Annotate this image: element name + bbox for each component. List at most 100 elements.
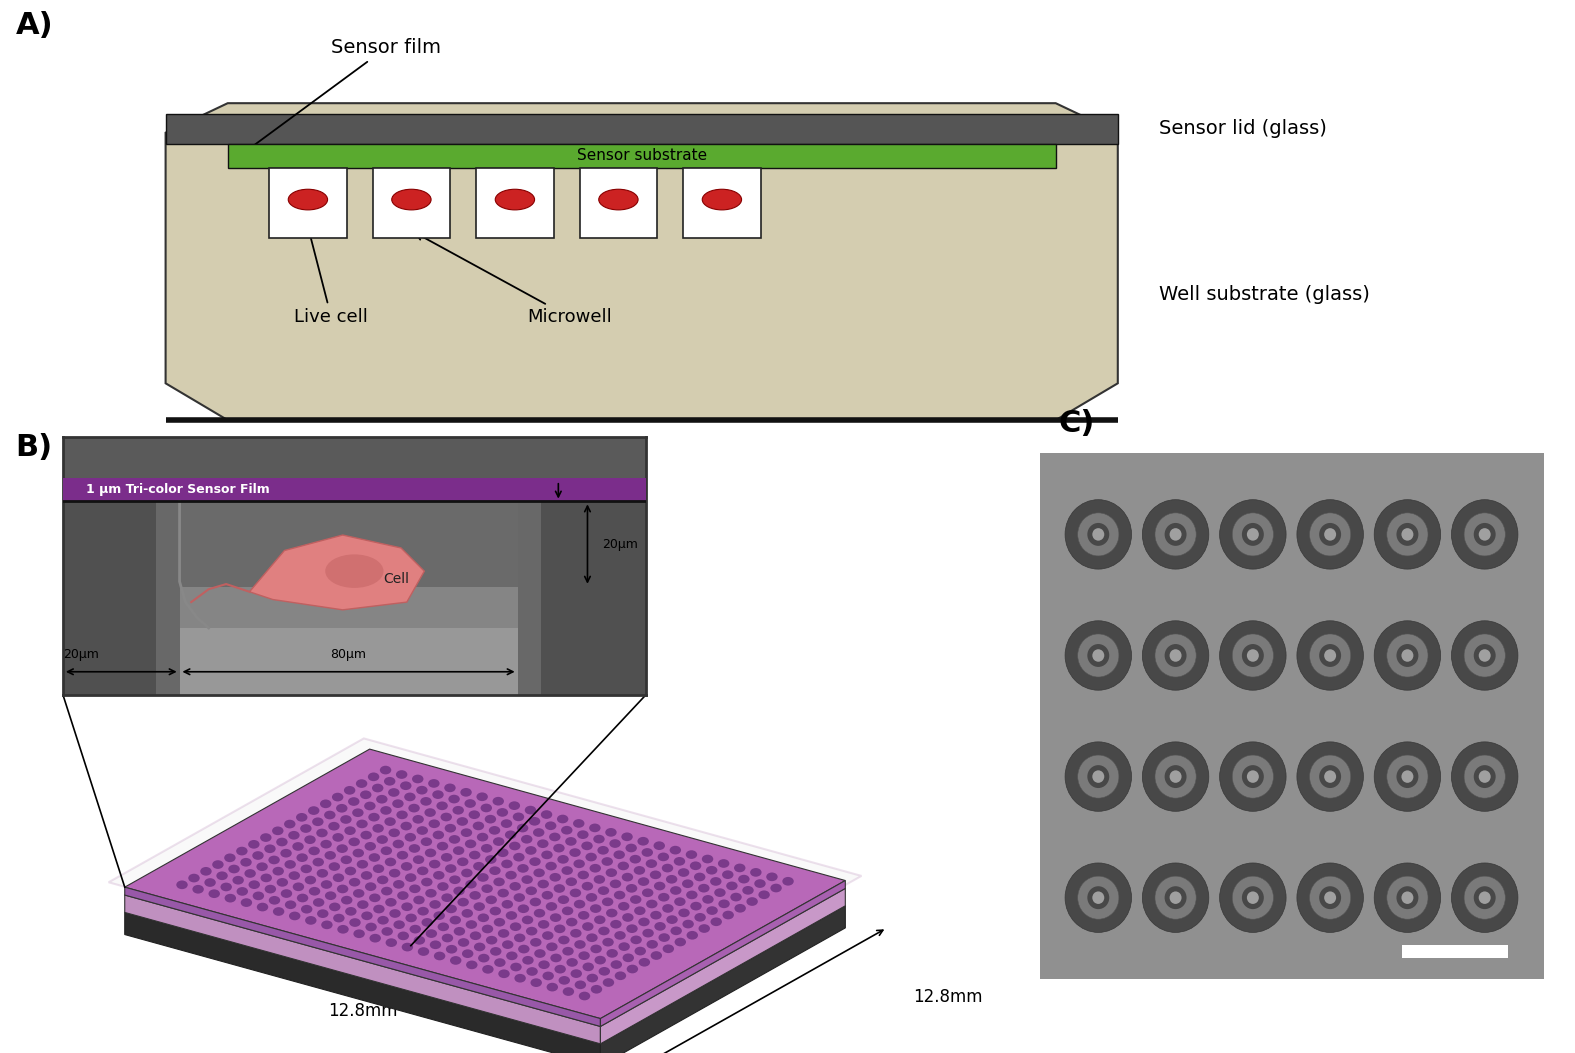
Circle shape [554,925,565,933]
Circle shape [320,799,331,808]
Circle shape [617,902,630,911]
Circle shape [610,839,621,848]
Circle shape [384,817,395,826]
Circle shape [369,894,381,902]
Circle shape [389,869,400,877]
Circle shape [444,823,457,833]
Circle shape [384,777,395,786]
Circle shape [542,931,553,940]
Circle shape [449,875,460,885]
Circle shape [353,889,364,898]
Circle shape [1402,529,1413,540]
Circle shape [490,907,501,915]
Circle shape [428,779,439,788]
Circle shape [1320,887,1340,909]
Circle shape [570,929,581,937]
Circle shape [610,879,621,889]
Circle shape [1474,523,1496,545]
Circle shape [422,918,433,927]
Circle shape [540,810,553,819]
Circle shape [1309,755,1351,798]
Circle shape [408,803,421,813]
Circle shape [654,922,666,931]
Circle shape [1247,529,1258,540]
Circle shape [529,817,540,826]
Circle shape [361,791,372,799]
Circle shape [1232,634,1274,677]
Circle shape [547,982,558,992]
Circle shape [1388,876,1429,919]
Circle shape [410,925,421,933]
Circle shape [304,835,315,845]
Circle shape [428,819,439,828]
Circle shape [432,791,444,799]
Circle shape [378,916,389,925]
Circle shape [394,880,405,889]
Circle shape [425,889,436,897]
Circle shape [312,817,323,827]
Circle shape [421,837,432,846]
Circle shape [1170,771,1181,782]
Circle shape [466,920,477,929]
Polygon shape [165,103,1118,420]
Bar [180,628,518,695]
Text: 20μm: 20μm [602,538,638,551]
Circle shape [381,927,392,936]
Circle shape [734,903,747,913]
Circle shape [433,871,444,879]
Circle shape [550,913,561,922]
Bar [518,501,540,695]
Circle shape [646,859,657,868]
Circle shape [1296,863,1364,932]
Circle shape [547,902,558,911]
Circle shape [750,868,762,877]
Circle shape [257,862,268,871]
Circle shape [1170,892,1181,903]
Circle shape [510,962,521,971]
Circle shape [561,826,572,835]
Circle shape [687,931,698,939]
Circle shape [394,920,405,929]
Circle shape [277,878,288,887]
Circle shape [421,797,432,806]
Circle shape [490,867,501,875]
Circle shape [726,881,737,890]
Circle shape [1402,650,1413,661]
Circle shape [1465,755,1506,798]
Circle shape [1388,513,1429,556]
Circle shape [1093,771,1104,782]
Circle shape [547,942,558,951]
Circle shape [1142,500,1208,569]
Circle shape [682,879,693,888]
Circle shape [370,934,381,942]
Circle shape [452,806,465,815]
Circle shape [1474,766,1496,788]
Polygon shape [109,738,862,1019]
Circle shape [622,953,635,962]
Circle shape [376,795,387,803]
Circle shape [529,897,542,907]
Circle shape [446,865,457,873]
Circle shape [706,866,717,875]
Circle shape [534,949,545,958]
Circle shape [1325,771,1336,782]
Circle shape [364,842,376,851]
Circle shape [312,858,324,867]
Circle shape [698,883,710,893]
Circle shape [1154,876,1195,919]
Circle shape [650,911,661,919]
Circle shape [477,873,488,881]
Circle shape [679,909,690,917]
Circle shape [252,892,265,900]
Text: A): A) [16,12,54,40]
Circle shape [342,896,353,905]
Circle shape [663,945,674,953]
Circle shape [586,853,597,861]
Circle shape [654,881,665,891]
Circle shape [252,851,263,860]
Circle shape [550,954,562,962]
Circle shape [558,855,569,863]
Circle shape [488,826,501,835]
Text: Live cell: Live cell [295,212,369,326]
Circle shape [625,843,636,852]
